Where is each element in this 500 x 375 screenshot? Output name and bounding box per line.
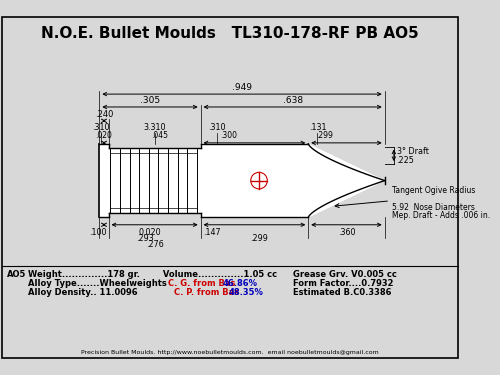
Text: Tangent Ogive Radius: Tangent Ogive Radius: [392, 186, 475, 195]
Text: C. P. from Bas: C. P. from Bas: [174, 288, 239, 297]
Text: Estimated B.C0.3386: Estimated B.C0.3386: [292, 288, 391, 297]
Text: .299: .299: [316, 131, 334, 140]
Text: Precision Bullet Moulds. http://www.noebulletmoulds.com.  email noebulletmoulds@: Precision Bullet Moulds. http://www.noeb…: [81, 350, 379, 354]
Text: .293: .293: [136, 234, 154, 243]
Text: AO5: AO5: [8, 270, 26, 279]
Text: .020: .020: [96, 131, 112, 140]
Text: 3° Draft: 3° Draft: [396, 147, 428, 156]
Text: .131: .131: [308, 123, 326, 132]
Text: .100: .100: [89, 228, 106, 237]
Text: 46.86%: 46.86%: [222, 279, 258, 288]
Text: .310: .310: [92, 123, 110, 132]
Text: .300: .300: [220, 131, 236, 140]
Text: .240: .240: [95, 110, 113, 119]
Polygon shape: [100, 144, 385, 218]
Text: Alloy Density.. 11.0096: Alloy Density.. 11.0096: [28, 288, 137, 297]
Text: .276: .276: [146, 240, 164, 249]
Text: .638: .638: [282, 96, 302, 105]
Text: .360: .360: [338, 228, 355, 237]
Text: 3.310: 3.310: [144, 123, 166, 132]
Text: Mep. Draft - Adds .006 in.: Mep. Draft - Adds .006 in.: [392, 211, 490, 220]
Text: .305: .305: [140, 96, 160, 105]
Text: .299: .299: [250, 234, 268, 243]
Text: C. G. from Bas: C. G. from Bas: [168, 279, 236, 288]
Text: 5.92  Nose Diameters: 5.92 Nose Diameters: [392, 202, 475, 211]
Text: .045: .045: [150, 131, 168, 140]
Text: .310: .310: [208, 123, 226, 132]
Text: Form Factor....0.7932: Form Factor....0.7932: [292, 279, 393, 288]
Text: 0.020: 0.020: [138, 228, 162, 237]
Text: N.O.E. Bullet Moulds   TL310-178-RF PB AO5: N.O.E. Bullet Moulds TL310-178-RF PB AO5: [41, 26, 419, 41]
Text: .949: .949: [232, 83, 252, 92]
Text: Alloy Type.......Wheelweights: Alloy Type.......Wheelweights: [28, 279, 166, 288]
Text: .225: .225: [396, 156, 414, 165]
Text: 48.35%: 48.35%: [228, 288, 263, 297]
Text: Grease Grv. V0.005 cc: Grease Grv. V0.005 cc: [292, 270, 397, 279]
Text: Weight..............178 gr.        Volume..............1.05 cc: Weight..............178 gr. Volume......…: [28, 270, 276, 279]
Text: .147: .147: [203, 228, 220, 237]
